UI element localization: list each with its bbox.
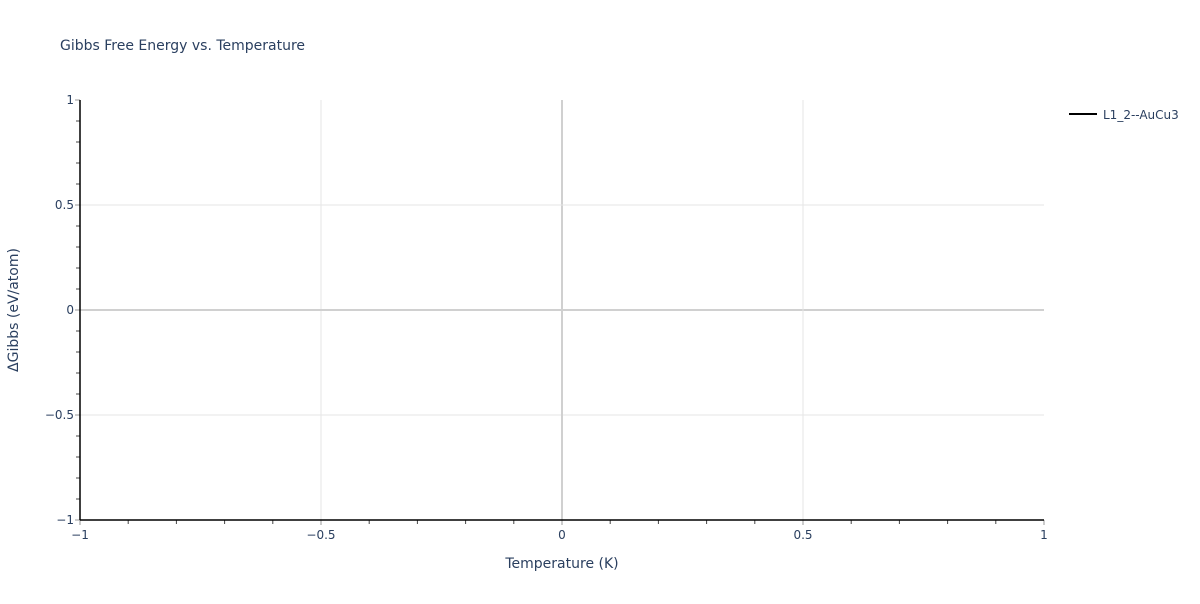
y-tick-label: 1 xyxy=(66,93,74,107)
x-axis-label: Temperature (K) xyxy=(504,556,618,572)
chart-title: Gibbs Free Energy vs. Temperature xyxy=(60,38,305,54)
x-tick-label: 0.5 xyxy=(793,528,812,542)
y-tick-label: 0.5 xyxy=(55,198,74,212)
y-tick-label: 0 xyxy=(66,303,74,317)
x-tick-label: −0.5 xyxy=(306,528,335,542)
y-axis-label: ΔGibbs (eV/atom) xyxy=(6,248,22,372)
legend-item-label[interactable]: L1_2--AuCu3 xyxy=(1103,108,1179,122)
y-tick-label: −1 xyxy=(56,513,74,527)
y-tick-label: −0.5 xyxy=(45,408,74,422)
x-tick-label: 1 xyxy=(1040,528,1048,542)
x-tick-label: −1 xyxy=(71,528,89,542)
legend[interactable]: L1_2--AuCu3 xyxy=(1069,108,1179,122)
x-tick-label: 0 xyxy=(558,528,566,542)
